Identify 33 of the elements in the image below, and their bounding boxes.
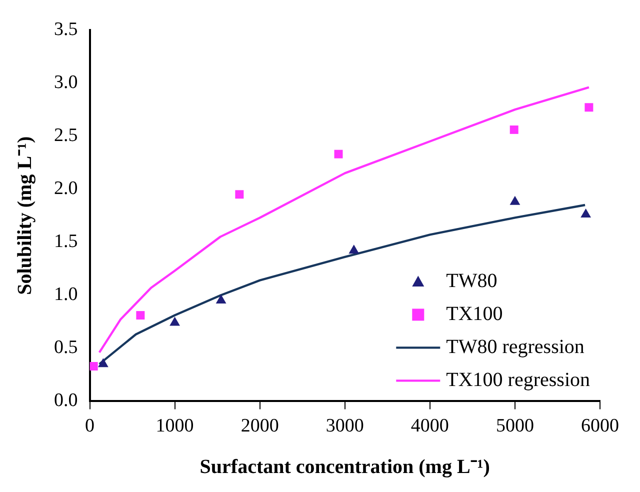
x-tick-label: 6000 bbox=[581, 416, 619, 437]
x-tick-label: 2000 bbox=[240, 416, 279, 437]
y-tick-label: 0.0 bbox=[54, 390, 78, 412]
point bbox=[235, 190, 244, 199]
y-tick-label: 1.5 bbox=[54, 231, 78, 252]
point bbox=[334, 150, 343, 158]
point bbox=[216, 294, 226, 304]
y-tick-label: 0.5 bbox=[54, 337, 78, 358]
y-tick-label: 2.5 bbox=[54, 125, 78, 146]
y-axis-title: Solubility (mg L⁻¹) bbox=[14, 136, 36, 295]
y-tick-label: 3.0 bbox=[54, 72, 78, 94]
point bbox=[98, 358, 108, 368]
point bbox=[510, 125, 518, 134]
point bbox=[348, 244, 360, 254]
point bbox=[170, 316, 180, 326]
legend-label: TX100 bbox=[446, 302, 503, 325]
point bbox=[510, 196, 520, 205]
x-tick-label: 3000 bbox=[326, 416, 364, 437]
legend-label: TW80 bbox=[446, 270, 498, 292]
point bbox=[136, 311, 145, 320]
x-tick-label: 0 bbox=[85, 416, 94, 437]
point bbox=[580, 208, 591, 218]
legend-label: TW80 regression bbox=[446, 336, 584, 358]
x-tick-label: 5000 bbox=[496, 416, 534, 437]
y-tick-label: 1.0 bbox=[54, 284, 78, 306]
legend-label: TX100 regression bbox=[446, 368, 590, 391]
point bbox=[90, 362, 98, 370]
x-tick-label: 1000 bbox=[156, 416, 194, 437]
y-tick-label: 2.0 bbox=[54, 178, 78, 200]
x-tick-label: 4000 bbox=[410, 416, 449, 437]
point bbox=[584, 103, 594, 112]
y-tick-label: 3.5 bbox=[54, 18, 78, 40]
x-axis-title: Surfactant concentration (mg L⁻¹) bbox=[200, 456, 490, 478]
